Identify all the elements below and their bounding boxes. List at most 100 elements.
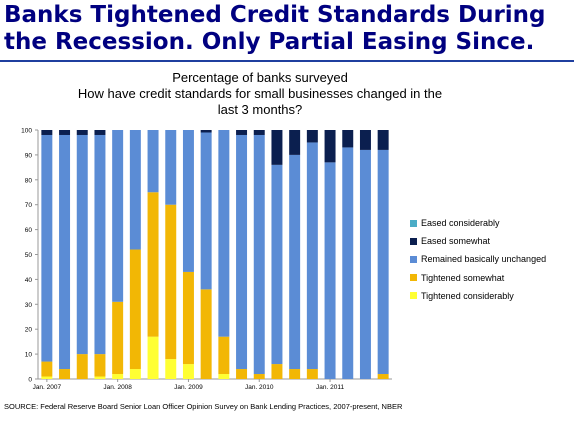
x-tick-label: Jan. 2009 bbox=[174, 384, 203, 391]
y-tick-label: 100 bbox=[21, 128, 32, 135]
legend-swatch bbox=[410, 219, 417, 227]
y-tick-label: 30 bbox=[25, 302, 33, 309]
y-tick-label: 60 bbox=[25, 227, 33, 234]
bar-segment bbox=[182, 271, 194, 365]
bar-segment bbox=[147, 130, 159, 193]
legend-swatch bbox=[410, 274, 417, 282]
legend-item: Eased somewhat bbox=[410, 232, 570, 250]
bar-segment bbox=[94, 134, 106, 355]
bar-segment bbox=[129, 369, 141, 379]
bar-segment bbox=[200, 132, 212, 290]
bar-segment bbox=[271, 364, 283, 379]
bar-segment bbox=[342, 147, 354, 379]
bar-segment bbox=[200, 289, 212, 379]
bar-segment bbox=[94, 130, 106, 135]
legend-label: Eased somewhat bbox=[421, 236, 491, 247]
y-tick-label: 40 bbox=[25, 277, 33, 284]
bar-segment bbox=[94, 354, 106, 377]
bar-segment bbox=[218, 130, 230, 337]
bar-segment bbox=[182, 130, 194, 272]
bar-segment bbox=[324, 162, 336, 379]
y-tick-label: 10 bbox=[25, 352, 33, 359]
chart-title: Percentage of banks surveyed bbox=[172, 70, 348, 85]
bar-segment bbox=[218, 374, 230, 379]
bar-segment bbox=[41, 134, 53, 362]
bar-segment bbox=[306, 142, 318, 370]
bar-segment bbox=[165, 359, 177, 379]
chart-title-block: Percentage of banks surveyed How have cr… bbox=[70, 70, 450, 118]
bar-segment bbox=[76, 354, 88, 379]
bar-segment bbox=[59, 130, 71, 135]
bar-segment bbox=[342, 130, 354, 148]
bar-segment bbox=[271, 164, 283, 365]
bar-segment bbox=[59, 134, 71, 370]
bar-segment bbox=[377, 130, 389, 150]
bar-segment bbox=[289, 130, 301, 155]
bar-segment bbox=[165, 130, 177, 205]
legend-label: Tightened somewhat bbox=[421, 272, 505, 283]
bar-segment bbox=[377, 374, 389, 379]
bar-segment bbox=[359, 149, 371, 379]
bar-segment bbox=[41, 376, 53, 379]
legend-item: Remained basically unchanged bbox=[410, 250, 570, 268]
y-tick-label: 0 bbox=[28, 377, 32, 384]
y-tick-label: 20 bbox=[25, 327, 33, 334]
bar-segment bbox=[76, 134, 88, 355]
bar-segment bbox=[359, 130, 371, 150]
x-tick-label: Jan. 2011 bbox=[316, 384, 344, 391]
bar-segment bbox=[253, 374, 265, 379]
legend-swatch bbox=[410, 292, 417, 300]
x-tick-label: Jan. 2007 bbox=[33, 384, 62, 391]
bar-segment bbox=[147, 336, 159, 379]
legend-label: Eased considerably bbox=[421, 218, 500, 229]
bar-segment bbox=[129, 130, 141, 250]
bar-segment bbox=[112, 301, 124, 375]
bar-segment bbox=[289, 369, 301, 379]
page-headline: Banks Tightened Credit Standards During … bbox=[4, 2, 570, 56]
bar-segment bbox=[289, 154, 301, 370]
bar-segment bbox=[236, 369, 248, 379]
bar-segment bbox=[182, 364, 194, 379]
y-tick-label: 80 bbox=[25, 177, 33, 184]
bar-segment bbox=[41, 130, 53, 135]
bar-segment bbox=[306, 369, 318, 379]
bar-segment bbox=[165, 204, 177, 360]
bar-segment bbox=[112, 130, 124, 302]
bar-segment bbox=[41, 361, 53, 377]
bar-segment bbox=[236, 134, 248, 370]
legend-item: Eased considerably bbox=[410, 214, 570, 232]
x-tick-label: Jan. 2008 bbox=[103, 384, 132, 391]
legend-label: Remained basically unchanged bbox=[421, 254, 547, 265]
source-note: SOURCE: Federal Reserve Board Senior Loa… bbox=[4, 402, 403, 411]
headline-divider bbox=[0, 60, 574, 62]
headline-line-2: the Recession. Only Partial Easing Since… bbox=[4, 29, 535, 55]
chart-legend: Eased considerably Eased somewhat Remained… bbox=[410, 214, 570, 305]
legend-swatch bbox=[410, 255, 417, 263]
bar-segment bbox=[200, 130, 212, 133]
x-tick-label: Jan. 2010 bbox=[245, 384, 274, 391]
bar-segment bbox=[59, 369, 71, 379]
legend-item: Tightened considerably bbox=[410, 287, 570, 305]
bar-segment bbox=[377, 149, 389, 375]
bar-segment bbox=[129, 249, 141, 370]
bar-segment bbox=[253, 134, 265, 375]
bar-segment bbox=[306, 130, 318, 143]
bar-segment bbox=[76, 130, 88, 135]
legend-swatch bbox=[410, 237, 417, 245]
legend-label: Tightened considerably bbox=[421, 290, 514, 301]
legend-item: Tightened somewhat bbox=[410, 269, 570, 287]
chart-subtitle: How have credit standards for small busi… bbox=[77, 86, 443, 117]
y-tick-label: 50 bbox=[25, 252, 33, 259]
bar-segment bbox=[324, 130, 336, 163]
y-tick-label: 90 bbox=[25, 152, 33, 159]
y-tick-label: 70 bbox=[25, 202, 33, 209]
headline-line-1: Banks Tightened Credit Standards During bbox=[4, 2, 546, 28]
bar-segment bbox=[218, 336, 230, 375]
bar-segment bbox=[271, 130, 283, 165]
bar-segment bbox=[147, 192, 159, 337]
bar-segment bbox=[94, 376, 106, 379]
bar-segment bbox=[236, 130, 248, 135]
bar-segment bbox=[112, 374, 124, 379]
bar-segment bbox=[253, 130, 265, 135]
